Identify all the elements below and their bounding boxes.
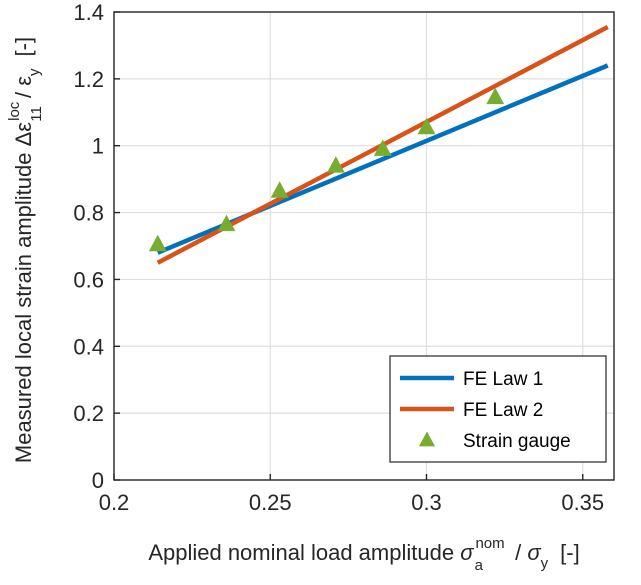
y-axis-label-subscript2: y [26,68,43,76]
strain-gauge-marker [217,214,236,232]
x-axis-label-prefix: Applied nominal load amplitude [148,540,460,565]
strain-gauge-marker [417,117,436,135]
legend-entry-label: Strain gauge [463,431,571,452]
y-tick-label: 0.8 [73,201,104,226]
legend-entry-label: FE Law 2 [463,400,543,421]
x-tick-label: 0.25 [249,490,292,515]
axes-box [113,11,615,481]
legend-marker-swatch [418,431,436,447]
strain-gauge-marker [326,156,345,173]
x-axis-label: Applied nominal load amplitude σ nom a / σ… [148,535,579,574]
y-axis-label: Measured local strain amplitude Δεloc 11 … [6,37,45,463]
y-axis-label-subscript: 11 [28,106,45,122]
y-axis-label-unit: [-] [11,37,36,57]
x-axis-label-symbol: σ [460,540,474,565]
strain-gauge-marker [270,181,289,198]
legend-entry-label: FE Law 1 [463,369,543,390]
strain-gauge-marker [486,87,505,105]
strain-gauge-marker [148,234,167,252]
y-axis-label-symbol2: ε [11,76,36,86]
y-axis-label-symbol: Δε [11,122,36,147]
y-axis-label-mid: / [11,86,36,104]
y-axis-label-prefix: Measured local strain amplitude [11,146,36,463]
x-axis-label-subscript2: y [541,555,549,572]
series-layer [148,25,609,265]
x-axis-label-superscript: nom [475,535,504,552]
y-tick-label: 0.2 [73,401,104,426]
x-tick-label: 0.3 [411,490,442,515]
x-axis-label-symbol2: σ [527,540,541,565]
y-tick-label: 1 [92,134,104,159]
y-tick-label: 1.2 [73,67,104,92]
y-tick-label: 0 [92,468,104,493]
x-axis-label-mid: / [509,540,527,565]
legend: FE Law 1 FE Law 2 Strain gauge [389,355,607,463]
x-tick-label: 0.2 [99,490,130,515]
x-axis-label-subscript: a [475,557,484,574]
y-tick-label: 0.4 [73,334,104,359]
x-tick-label: 0.35 [561,490,604,515]
y-tick-label: 1.4 [73,0,104,25]
strain-gauge-marker [373,139,392,156]
y-tick-label: 0.6 [73,267,104,292]
x-axis-label-unit: [-] [560,540,580,565]
y-axis-label-superscript: loc [6,101,23,121]
